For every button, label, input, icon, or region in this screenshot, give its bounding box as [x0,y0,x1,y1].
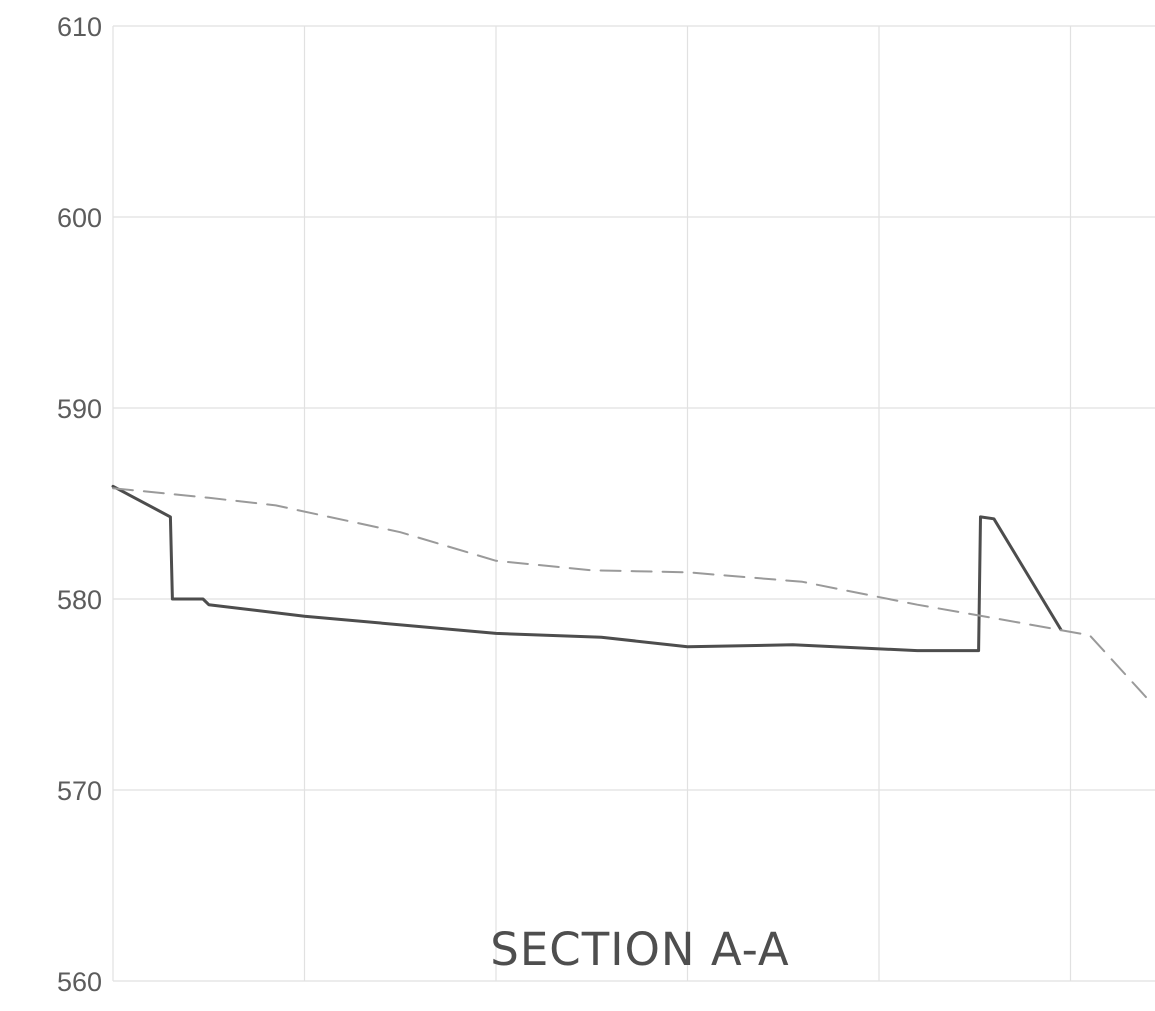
proposed-grade-solid-line [111,484,1063,653]
y-tick-label-560: 560 [57,967,102,997]
y-axis-tick-labels: 610 600 590 580 570 560 [57,12,102,997]
y-tick-label-590: 590 [57,394,102,424]
section-title: SECTION A-A [490,923,789,976]
y-tick-label-600: 600 [57,203,102,233]
y-tick-label-570: 570 [57,776,102,806]
profile-lines [111,484,1149,700]
y-tick-label-580: 580 [57,585,102,615]
existing-grade-dashed-line [112,487,1149,700]
grid [112,25,1155,982]
y-tick-label-610: 610 [57,12,102,42]
